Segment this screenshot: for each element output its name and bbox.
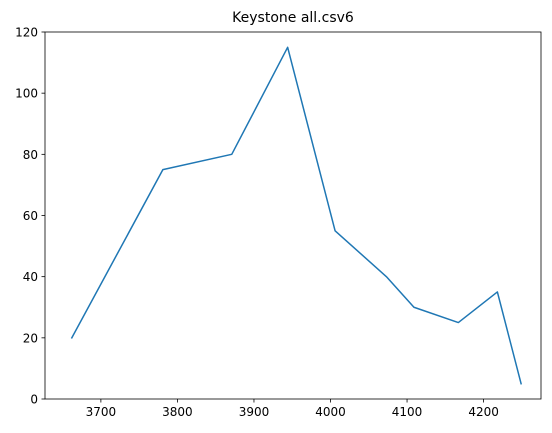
x-tick-label: 3700	[86, 405, 117, 419]
y-tick-label: 0	[30, 393, 38, 407]
y-tick-label: 100	[15, 87, 38, 101]
x-tick-label: 4000	[315, 405, 346, 419]
x-tick-label: 3800	[162, 405, 193, 419]
y-axis: 0 20 40 60 80 100 120	[15, 26, 45, 407]
chart-title: Keystone all.csv6	[232, 10, 354, 26]
x-tick-label: 3900	[239, 405, 270, 419]
x-tick-label: 4100	[392, 405, 423, 419]
plot-frame	[44, 31, 542, 400]
y-tick-label: 120	[15, 26, 38, 40]
series-group	[70, 46, 523, 385]
y-tick-label: 40	[23, 270, 38, 284]
series-line	[70, 46, 523, 385]
x-tick-label: 4200	[468, 405, 499, 419]
y-tick-label: 20	[23, 331, 38, 345]
x-axis: 3700 3800 3900 4000 4100 4200	[86, 399, 499, 419]
y-tick-label: 60	[23, 209, 38, 223]
y-tick-label: 80	[23, 148, 38, 162]
